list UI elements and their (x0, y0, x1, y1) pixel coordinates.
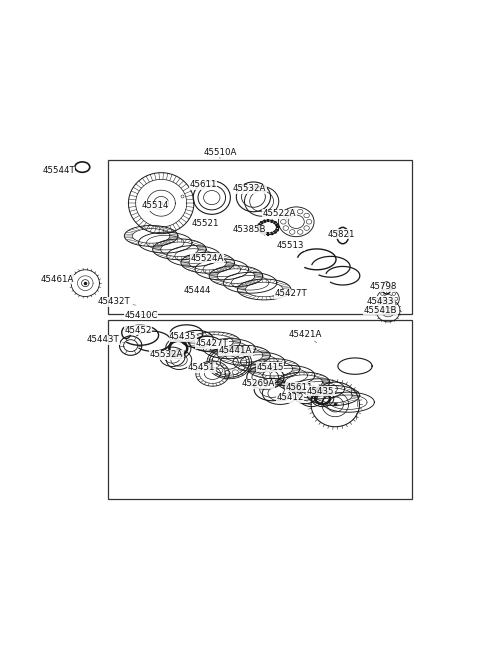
Text: 45432T: 45432T (97, 297, 135, 307)
Text: 45444: 45444 (184, 286, 211, 295)
Text: 45269A: 45269A (241, 379, 275, 388)
Text: 45541B: 45541B (364, 306, 397, 315)
Text: 45441A: 45441A (219, 346, 252, 356)
Text: 45443T: 45443T (87, 335, 125, 345)
Text: 45798: 45798 (370, 282, 397, 291)
Text: 45521: 45521 (192, 219, 219, 228)
Text: 45611: 45611 (190, 180, 217, 190)
Text: 45544T: 45544T (42, 166, 79, 176)
Text: 45421A: 45421A (289, 330, 322, 343)
Text: 45514: 45514 (141, 201, 168, 210)
Text: 45435: 45435 (169, 332, 196, 344)
Text: 45522A: 45522A (263, 210, 296, 219)
Text: 45451: 45451 (188, 364, 215, 373)
Text: 45385B: 45385B (232, 225, 266, 234)
Text: 45427T: 45427T (274, 289, 307, 298)
Text: 45427T: 45427T (195, 339, 228, 348)
Text: 45435: 45435 (307, 386, 334, 397)
Text: 45452: 45452 (124, 326, 152, 335)
Text: 45821: 45821 (328, 229, 355, 238)
Text: 45532A: 45532A (233, 184, 266, 193)
Text: 45410C: 45410C (124, 311, 158, 320)
Text: 45433: 45433 (367, 297, 395, 305)
Text: 45510A: 45510A (203, 148, 237, 159)
Text: 45524A: 45524A (190, 253, 224, 263)
Text: 45532A: 45532A (150, 350, 183, 360)
Text: 45461A: 45461A (41, 275, 78, 284)
Text: 45611: 45611 (285, 383, 312, 392)
Text: 45513: 45513 (277, 242, 304, 251)
Text: 45412: 45412 (276, 393, 307, 402)
Text: 45415: 45415 (256, 363, 284, 373)
